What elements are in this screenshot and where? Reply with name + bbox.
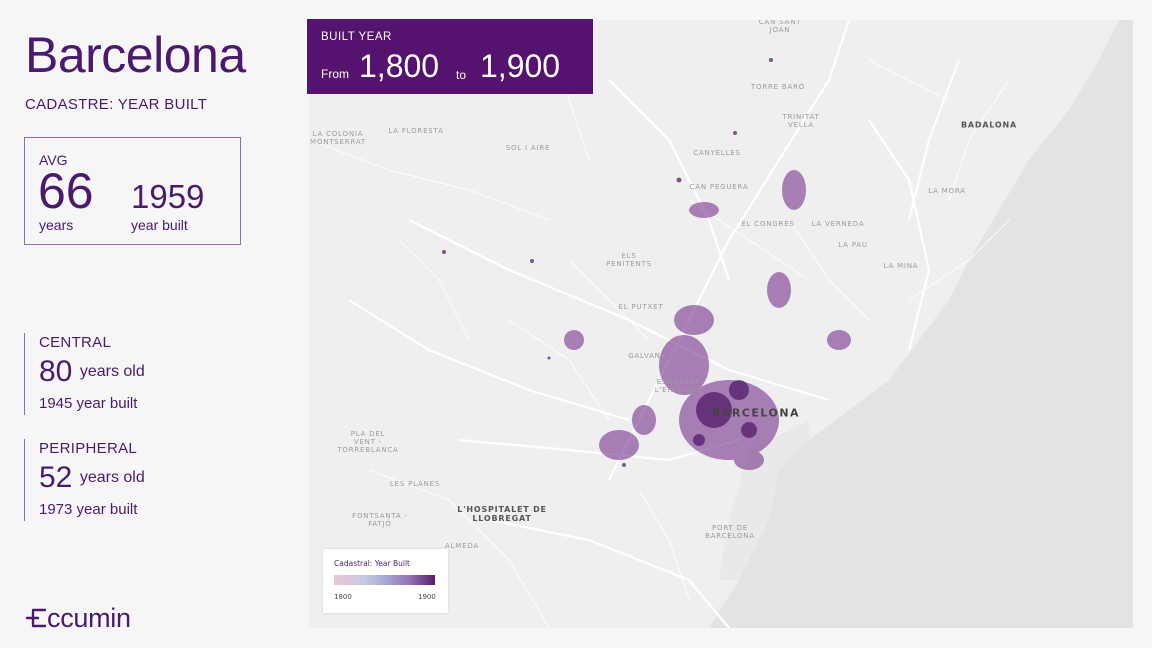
place-la-colonia: LA COLONIA MONTSERRAT	[310, 129, 366, 146]
place-les-planes: LES PLANES	[389, 479, 441, 488]
place-la-pau: LA PAU	[838, 240, 868, 249]
place-el-congres: EL CONGRÉS	[741, 219, 795, 228]
peripheral-built: 1973 year built	[39, 501, 138, 518]
peripheral-years-value: 52	[39, 461, 73, 494]
place-esquerra: ESQUERRA L'EIXAMPLE	[654, 377, 704, 394]
place-la-floresta: LA FLORESTA	[388, 126, 444, 135]
port-area	[719, 420, 809, 580]
map-view[interactable]: CAN SANT JOAN TORRE BARÓ TRINITAT VELLA BA…	[309, 20, 1133, 628]
place-galvany: GALVANY	[628, 351, 666, 360]
place-barcelona: BARCELONA	[711, 406, 801, 420]
to-label: to	[456, 68, 467, 82]
start-year: 1,800	[359, 48, 440, 84]
central-label: CENTRAL	[39, 334, 112, 351]
central-years-value: 80	[39, 355, 73, 388]
legend-min: 1800	[334, 593, 352, 601]
accumin-logo: ccumin	[24, 602, 131, 633]
place-badalona: BADALONA	[960, 120, 1018, 130]
avg-years-unit: years	[39, 217, 74, 233]
map-base	[309, 20, 1133, 628]
peripheral-stats: PERIPHERAL 52 years old 1973 year built	[24, 439, 224, 521]
place-trinitat-vella: TRINITAT VELLA	[782, 112, 820, 129]
place-sol-i-aire: SOL I AIRE	[505, 143, 551, 152]
page-subtitle: CADASTRE: YEAR BUILT	[25, 96, 208, 113]
place-almeda: ALMEDA	[444, 541, 480, 550]
legend-color-ramp	[334, 575, 435, 585]
end-year: 1,900	[480, 48, 561, 84]
accumin-logo-icon	[25, 608, 46, 628]
avg-built-unit: year built	[131, 217, 188, 233]
place-port-de-barcelona: PORT DE BARCELONA	[705, 523, 755, 540]
place-can-sant-joan: CAN SANT JOAN	[758, 20, 802, 34]
place-fontsanta: FONTSANTA - FATJÓ	[352, 511, 408, 528]
legend-max: 1900	[418, 593, 436, 601]
sea-area	[709, 20, 1133, 628]
central-stats: CENTRAL 80 years old 1945 year built	[24, 333, 224, 415]
built-year-label: BUILT YEAR	[321, 31, 392, 43]
place-els-penitents: ELS PENITENTS	[606, 251, 652, 268]
avg-label: AVG	[39, 152, 68, 168]
place-hospitalet: L'HOSPITALET DE LLOBREGAT	[457, 504, 547, 523]
peripheral-years-unit: years old	[79, 469, 145, 486]
built-year-filter: BUILT YEAR From 1,800 to 1,900	[307, 19, 593, 94]
legend-title: Cadastral: Year Built	[334, 559, 410, 568]
place-pla-del-vent: PLA DEL VENT - TORREBLANCA	[337, 429, 399, 455]
place-can-peguera: CAN PEGUERA	[689, 182, 749, 191]
place-la-verneda: LA VERNEDA	[811, 219, 865, 228]
building-clusters-dark	[442, 58, 773, 467]
map-legend: Cadastral: Year Built 1800 1900	[323, 549, 448, 613]
place-canyelles: CANYELLES	[693, 148, 741, 157]
peripheral-label: PERIPHERAL	[39, 440, 138, 457]
place-la-mina: LA MINA	[883, 261, 919, 270]
avg-built-value: 1959	[131, 178, 205, 215]
place-torre-baro: TORRE BARÓ	[750, 82, 806, 91]
logo-text: ccumin	[47, 602, 131, 633]
place-la-mora: LA MORA	[928, 186, 966, 195]
avg-years-value: 66	[38, 163, 94, 219]
from-label: From	[321, 67, 349, 81]
page-title: Barcelona	[25, 27, 246, 83]
avg-stats-box: AVG 66 years 1959 year built	[24, 137, 241, 245]
central-built: 1945 year built	[39, 395, 138, 412]
central-years-unit: years old	[79, 363, 145, 380]
place-el-putxet: EL PUTXET	[618, 302, 664, 311]
